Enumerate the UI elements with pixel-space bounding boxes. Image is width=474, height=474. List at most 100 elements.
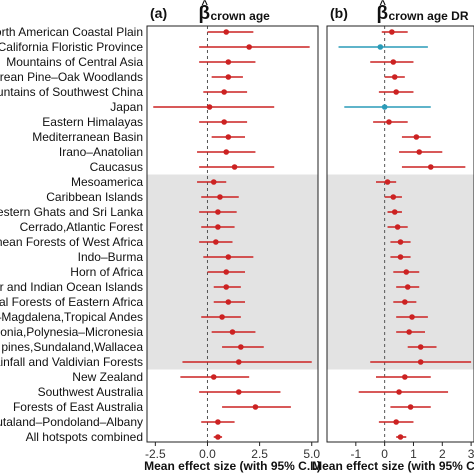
mean-effect-point (229, 329, 236, 335)
x-tick-label: -2.5 (145, 447, 166, 461)
mean-effect-point (381, 104, 388, 110)
hotspot-label: estern Ghats and Sri Lanka (0, 205, 143, 219)
mean-effect-point (210, 374, 217, 380)
mean-effect-point (215, 434, 221, 440)
hotspot-label: al Forests of Eastern Africa (0, 295, 143, 309)
mean-effect-point (391, 74, 398, 80)
hotspot-label: All hotspots combined (26, 430, 143, 444)
hotspot-label: utaland–Pondoland–Albany (0, 415, 143, 429)
hotspot-label: Caucasus (90, 160, 143, 174)
mean-effect-point (394, 224, 401, 230)
mean-effect-point (231, 164, 238, 170)
mean-effect-point (402, 374, 408, 380)
x-tick-label: 1 (410, 447, 417, 461)
hotspot-label: Horn of Africa (70, 265, 143, 279)
x-tick-label: 3 (468, 447, 474, 461)
mean-effect-point (402, 299, 408, 305)
mean-effect-point (417, 344, 424, 350)
mean-effect-point (221, 89, 227, 95)
mean-effect-point (213, 239, 219, 245)
mean-effect-point (235, 389, 242, 395)
hotspot-label: ar and Indian Ocean Islands (0, 280, 143, 294)
mean-effect-point (390, 194, 397, 200)
hotspot-label: California Floristic Province (0, 40, 143, 54)
x-tick-label: 0 (381, 447, 388, 461)
mean-effect-point (238, 344, 244, 350)
mean-effect-point (223, 284, 230, 290)
mean-effect-point (225, 59, 232, 65)
x-tick-label: 5.0 (303, 447, 320, 461)
panel-title-subscript: crown age DR (389, 9, 469, 23)
mean-effect-point (389, 29, 395, 35)
mean-effect-point (206, 104, 213, 110)
mean-effect-point (393, 419, 399, 425)
x-tick-label: 0.0 (199, 447, 216, 461)
mean-effect-point (225, 134, 232, 140)
hotspot-label: Eastern Himalayas (42, 115, 143, 129)
mean-effect-point (404, 284, 411, 290)
mean-effect-point (215, 419, 221, 425)
hat-accent: ^ (380, 0, 387, 11)
x-tick-label: 2.5 (251, 447, 268, 461)
hotspot-label: Mountains of Central Asia (6, 55, 143, 69)
hotspot-label: orth American Coastal Plain (0, 25, 143, 39)
mean-effect-point (235, 359, 242, 365)
hotspot-label: pines,Sundaland,Wallacea (1, 340, 143, 354)
mean-effect-point (246, 44, 252, 50)
hotspot-label: drean Pine–Oak Woodlands (0, 70, 143, 84)
panel-title-symbol: β (199, 3, 211, 24)
mean-effect-point (393, 89, 399, 95)
hotspot-label: nean Forests of West Africa (0, 235, 143, 249)
mean-effect-point (427, 164, 434, 170)
hotspot-label: Irano–Anatolian (59, 145, 143, 159)
hotspot-label: –Magdalena,Tropical Andes (0, 310, 143, 324)
panel-letter: (b) (330, 5, 348, 21)
mean-effect-point (223, 149, 230, 155)
hat-accent: ^ (202, 0, 209, 11)
mean-effect-point (384, 179, 391, 185)
hotspot-label: ainfall and Valdivian Forests (0, 355, 143, 369)
mean-effect-point (407, 404, 414, 410)
mean-effect-point (223, 29, 230, 35)
mean-effect-point (215, 224, 221, 230)
mean-effect-point (221, 119, 227, 125)
mean-effect-point (397, 254, 404, 260)
panel-letter: (a) (150, 5, 167, 21)
mean-effect-point (413, 134, 420, 140)
mean-effect-point (397, 239, 404, 245)
x-axis-label: Mean effect size (with 95% C.I.) (144, 459, 321, 473)
panel-title-subscript: crown age (211, 9, 271, 23)
mean-effect-point (215, 209, 221, 215)
hotspot-label: Forests of East Australia (13, 400, 143, 414)
mean-effect-point (252, 404, 259, 410)
mean-effect-point (225, 299, 232, 305)
mean-effect-point (391, 209, 398, 215)
hotspot-label: Caribbean Islands (46, 190, 143, 204)
mean-effect-point (397, 434, 404, 440)
x-tick-label: -1 (350, 447, 361, 461)
mean-effect-point (406, 329, 412, 335)
panel-frame (146, 25, 319, 443)
mean-effect-point (210, 179, 217, 185)
mean-effect-point (390, 59, 397, 65)
x-tick-label: 2 (439, 447, 446, 461)
hotspot-label: donia,Polynesia–Micronesia (0, 325, 143, 339)
mean-effect-point (386, 119, 392, 125)
hotspot-label: Mesoamerica (71, 175, 143, 189)
mean-effect-point (396, 389, 402, 395)
mean-effect-point (217, 194, 223, 200)
hotspot-label: New Zealand (72, 370, 143, 384)
mean-effect-point (225, 254, 232, 260)
hotspot-label: untains of Southwest China (0, 85, 143, 99)
panel-title-symbol: β (377, 3, 389, 24)
hotspot-label: Southwest Australia (38, 385, 144, 399)
mean-effect-point (417, 359, 424, 365)
x-axis-label: Mean effect size (with 95% C.I.) (312, 459, 474, 473)
mean-effect-point (403, 269, 410, 275)
hotspot-label: Cerrado,Atlantic Forest (20, 220, 144, 234)
mean-effect-point (225, 74, 232, 80)
panel-frame (326, 25, 474, 443)
